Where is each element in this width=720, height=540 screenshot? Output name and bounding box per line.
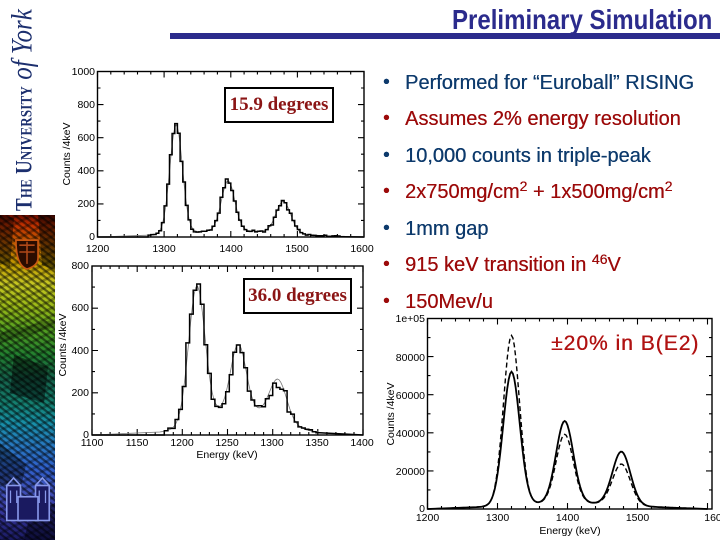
svg-text:1500: 1500 [285,243,309,255]
svg-text:1100: 1100 [81,437,104,449]
svg-text:800: 800 [71,260,89,272]
svg-text:40000: 40000 [396,428,425,440]
svg-text:400: 400 [71,345,89,357]
svg-text:200: 200 [71,387,89,399]
svg-text:600: 600 [71,302,89,314]
svg-text:400: 400 [77,165,95,177]
svg-text:Counts /4keV: Counts /4keV [385,382,397,445]
svg-text:200: 200 [77,198,95,210]
svg-text:20000: 20000 [396,466,425,478]
svg-text:1400: 1400 [219,243,243,255]
svg-text:800: 800 [77,99,95,111]
svg-text:1300: 1300 [486,512,510,524]
svg-text:1150: 1150 [126,437,149,449]
svg-text:1500: 1500 [626,512,650,524]
svg-text:160: 160 [704,512,720,524]
svg-text:Counts /4keV: Counts /4keV [57,313,69,376]
svg-text:Energy (keV): Energy (keV) [539,525,600,537]
svg-text:1e+05: 1e+05 [396,313,426,325]
svg-text:0: 0 [89,231,95,243]
svg-text:1200: 1200 [170,437,194,449]
svg-text:1200: 1200 [86,243,110,255]
svg-text:0: 0 [419,503,425,515]
svg-text:600: 600 [77,132,95,144]
svg-text:0: 0 [83,429,89,441]
svg-text:1600: 1600 [350,243,374,255]
svg-text:1300: 1300 [152,243,176,255]
svg-text:1200: 1200 [416,512,440,524]
svg-text:1400: 1400 [350,437,374,449]
svg-text:60000: 60000 [396,390,425,402]
svg-text:1350: 1350 [305,437,329,449]
svg-text:1000: 1000 [72,66,96,78]
svg-text:1300: 1300 [260,437,284,449]
svg-text:1400: 1400 [556,512,580,524]
svg-text:80000: 80000 [396,352,425,364]
svg-text:1250: 1250 [215,437,239,449]
svg-text:Counts /4keV: Counts /4keV [61,122,73,185]
svg-text:Energy (keV): Energy (keV) [196,449,257,461]
